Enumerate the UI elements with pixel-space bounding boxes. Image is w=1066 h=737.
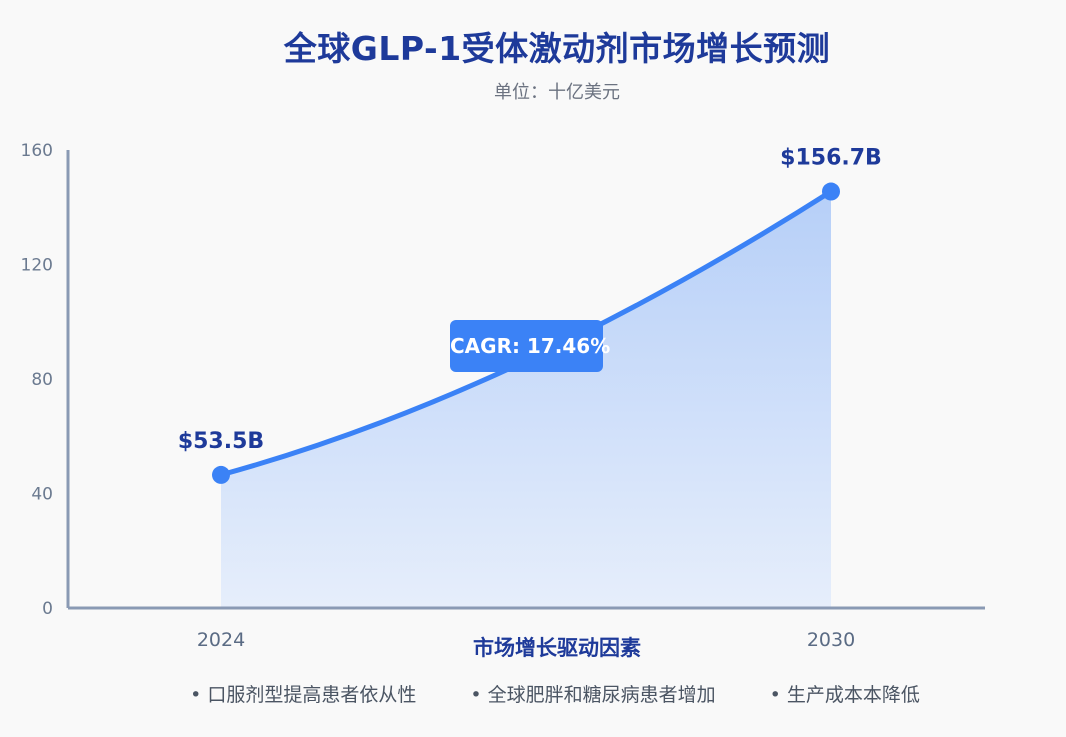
data-point [212, 465, 230, 484]
x-tick-label: 2030 [807, 629, 855, 651]
y-tick-label: 0 [42, 599, 53, 619]
chart-subtitle: 单位：十亿美元 [494, 82, 620, 103]
y-tick-label: 120 [21, 256, 53, 276]
data-point [822, 182, 840, 201]
factors-title: 市场增长驱动因素 [473, 636, 641, 660]
y-tick-label: 160 [21, 141, 53, 161]
data-label: $156.7B [780, 146, 882, 171]
x-tick-label: 2024 [197, 629, 245, 651]
y-tick-label: 80 [31, 370, 53, 390]
area-fill [221, 191, 831, 608]
chart-title: 全球GLP-1受体激动剂市场增长预测 [283, 29, 831, 68]
factor-item: 全球肥胖和糖尿病患者增加 [470, 680, 716, 707]
factor-item: 生产成本本降低 [770, 680, 920, 707]
factor-item: 口服剂型提高患者依从性 [190, 680, 416, 707]
y-tick-label: 40 [31, 485, 53, 505]
cagr-annotation: CAGR: 17.46% [450, 320, 610, 372]
data-label: $53.5B [178, 429, 264, 454]
factors-list: 口服剂型提高患者依从性 全球肥胖和糖尿病患者增加 生产成本本降低 [0, 680, 1066, 707]
